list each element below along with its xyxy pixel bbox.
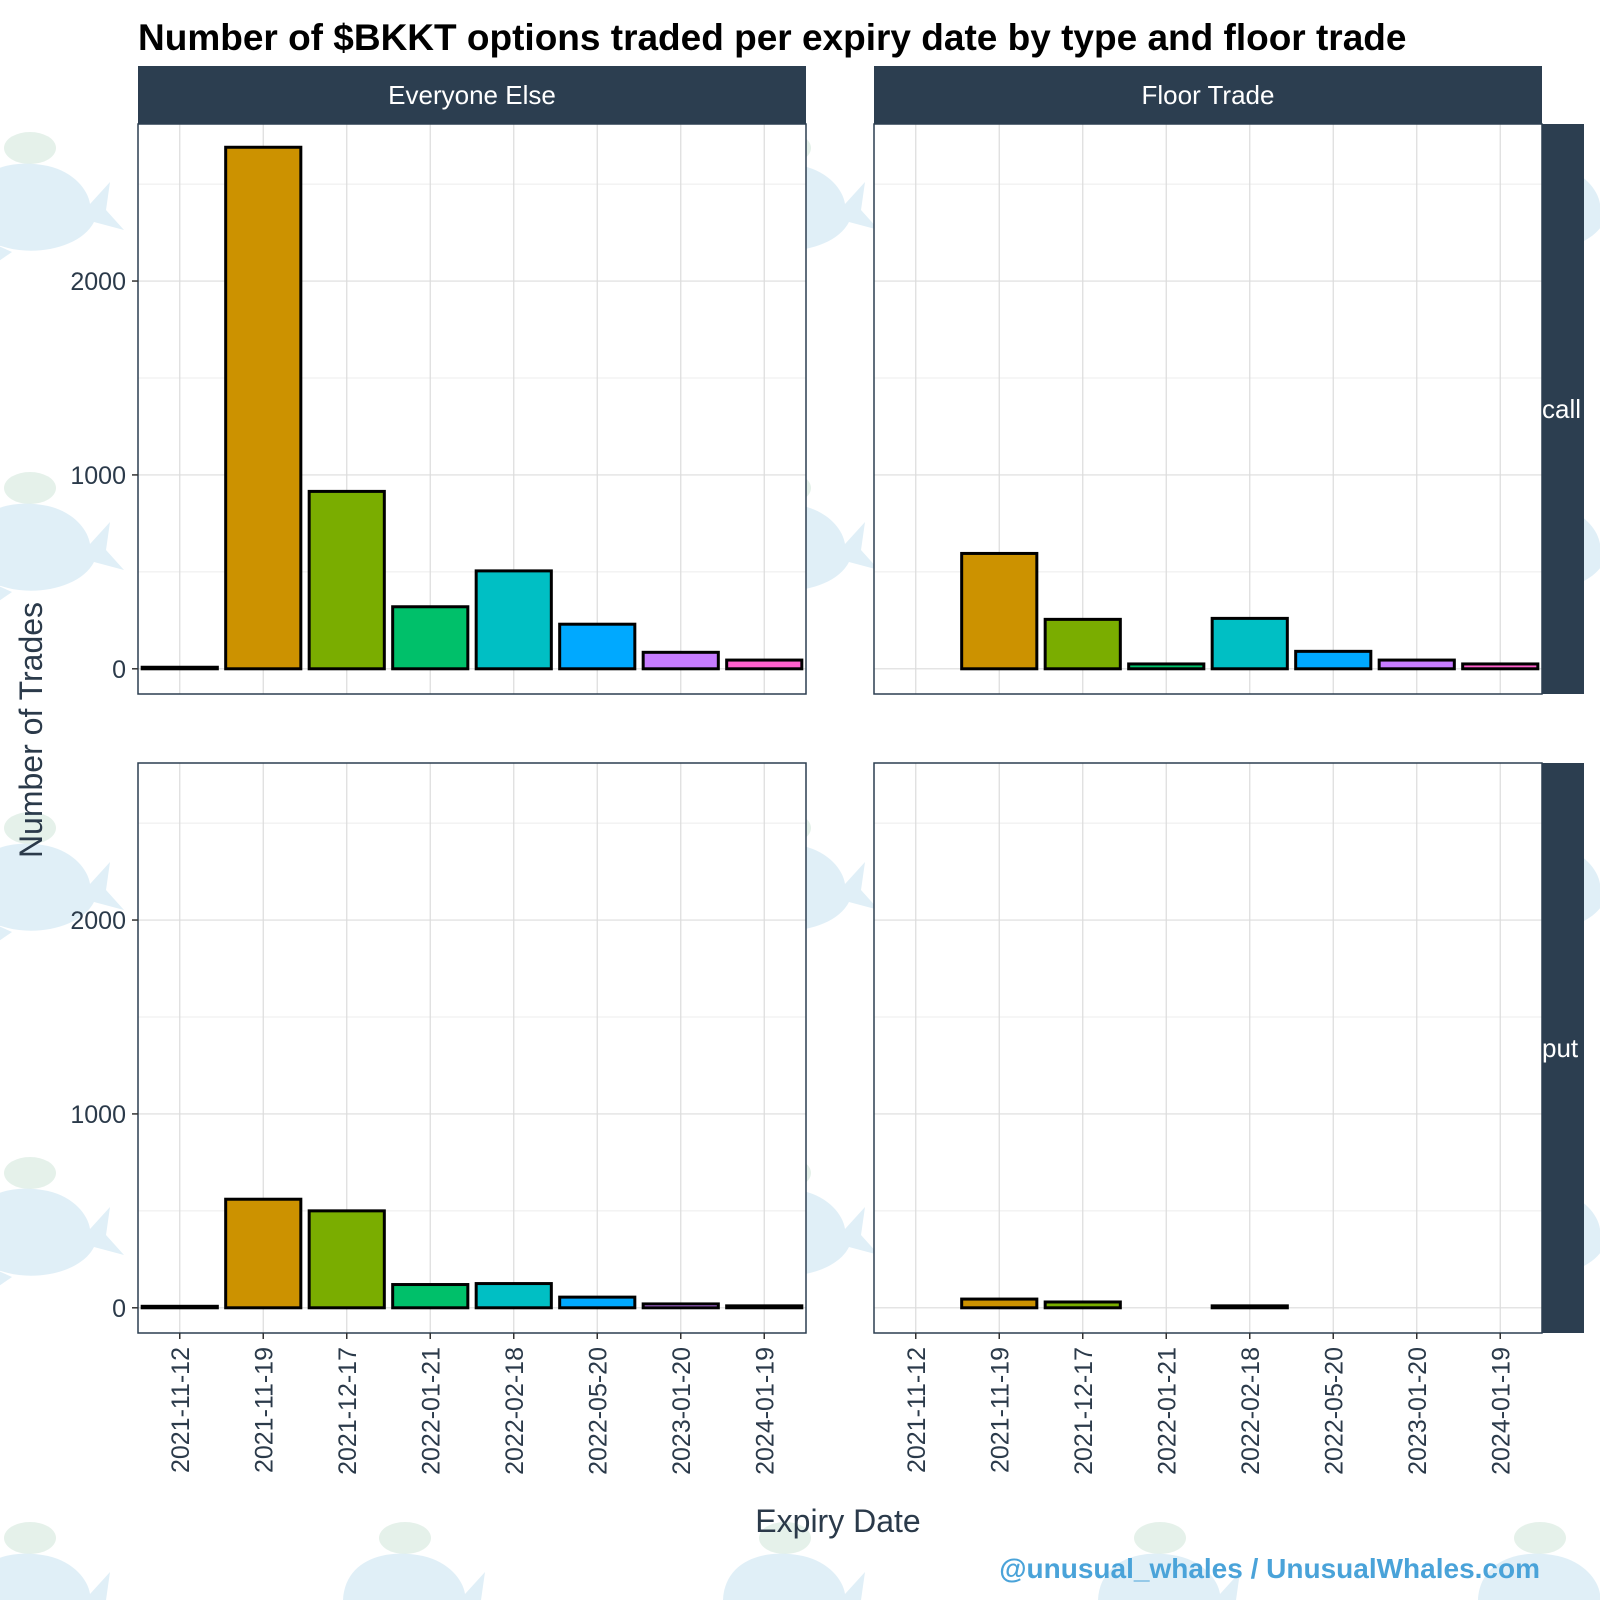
bar [391,605,470,671]
y-axis-title: Number of Trades [13,602,49,858]
whale-watermark-icon [0,472,125,614]
facet-strip-label: Floor Trade [1142,80,1275,110]
panel-border [137,762,807,1334]
x-tick-label: 2022-05-20 [1320,1347,1348,1475]
bar [224,145,303,671]
credit-text: @unusual_whales / UnusualWhales.com [999,1553,1540,1584]
panel-border [137,123,807,695]
bar [1127,662,1206,671]
y-tick-label: 0 [112,656,126,684]
whale-watermark-icon [342,1522,499,1600]
whale-watermark-icon [0,132,125,274]
bar [558,622,637,671]
bar [641,1302,720,1310]
bar [1294,649,1373,671]
x-tick-label: 2023-01-20 [668,1347,696,1475]
bar [391,1283,470,1310]
chart-panel: 2021-11-12 2021-11-19 2021-12-17 2022-01-21… [873,762,1543,1475]
x-tick-label: 2021-11-12 [167,1347,195,1473]
facet-strip-column [138,66,806,124]
x-tick-label: 2021-12-17 [334,1347,362,1475]
facet-strip-row-label: call [1542,394,1581,424]
facet-strip-row-label: put [1542,1033,1579,1063]
chart-panel [873,123,1543,695]
whale-watermark-icon [0,1522,125,1600]
facet-strip-column [874,66,1542,124]
panel-background [874,763,1542,1333]
bar [474,1282,553,1310]
chart-title: Number of $BKKT options traded per expir… [138,17,1406,58]
y-tick-label: 2000 [70,907,126,935]
facet-strip-row [1542,124,1584,694]
bar [1210,1304,1289,1310]
y-tick-label: 2000 [70,268,126,296]
x-tick-label: 2022-01-21 [417,1347,445,1475]
y-tick-label: 0 [112,1295,126,1323]
bar [307,489,386,671]
bar [1461,662,1540,671]
whale-watermark-icon [0,1157,125,1299]
bar [1210,616,1289,671]
bar [725,658,804,671]
x-axis-title: Expiry Date [755,1503,920,1539]
panel-border [873,762,1543,1334]
bar [1377,658,1456,671]
y-tick-label: 1000 [70,1101,126,1129]
x-tick-label: 2024-01-19 [1487,1347,1515,1475]
facet-strip-label: Everyone Else [388,80,556,110]
bar [140,1304,219,1310]
bar [558,1295,637,1310]
x-tick-label: 2021-12-17 [1070,1347,1098,1475]
facet-strip-row [1542,763,1584,1333]
bar [725,1304,804,1310]
facet-panels: Everyone Else Floor Trade call put 0 1000 2000… [70,66,1584,1475]
y-tick-label: 1000 [70,462,126,490]
bar [140,665,219,671]
bar [474,569,553,671]
x-tick-label: 2022-02-18 [501,1347,529,1475]
bar [1043,1300,1122,1310]
bar [224,1197,303,1310]
x-tick-label: 2022-01-21 [1153,1347,1181,1475]
panel-border [873,123,1543,695]
x-tick-label: 2022-05-20 [584,1347,612,1475]
bar [960,551,1039,671]
x-tick-label: 2023-01-20 [1404,1347,1432,1475]
x-tick-label: 2021-11-19 [250,1347,278,1473]
x-tick-label: 2024-01-19 [751,1347,779,1475]
bar [1043,617,1122,671]
x-tick-label: 2021-11-12 [903,1347,931,1473]
bar [307,1209,386,1310]
bar [960,1297,1039,1310]
x-tick-label: 2021-11-19 [986,1347,1014,1473]
chart-panel: 0 1000 2000 [70,123,807,695]
bar [641,650,720,671]
x-tick-label: 2022-02-18 [1237,1347,1265,1475]
chart-panel: 0 1000 2000 2021-11-12 2021-11-19 2021-12-17 2… [70,762,807,1475]
